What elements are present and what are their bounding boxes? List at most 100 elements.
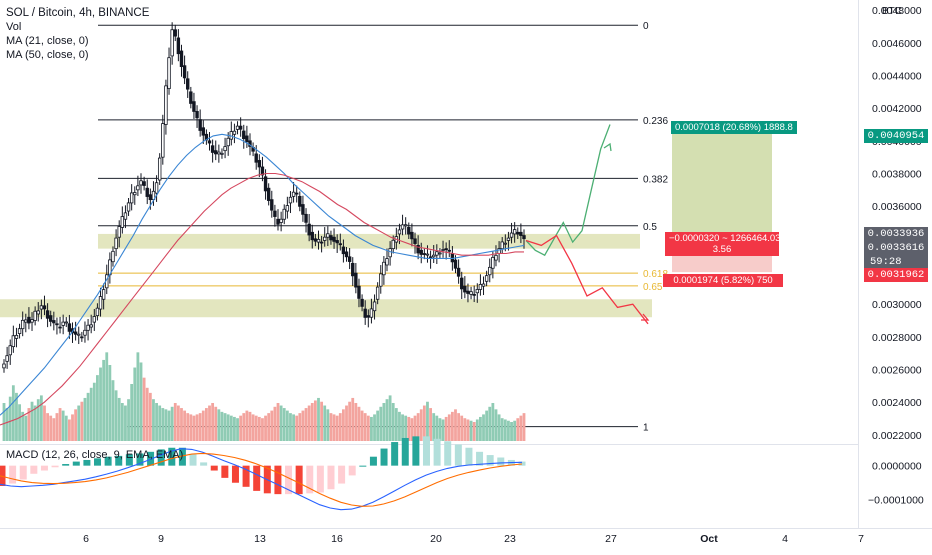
- volume-bar: [114, 390, 118, 441]
- volume-bar: [201, 410, 205, 441]
- candle-body: [354, 272, 358, 288]
- candle-body: [5, 355, 9, 362]
- volume-bar: [2, 403, 6, 441]
- volume-bar: [326, 409, 330, 441]
- volume-bar: [320, 401, 324, 441]
- macd-histogram-bar: [189, 454, 197, 466]
- candle-body: [83, 329, 87, 336]
- fib-level-label: 0.236: [643, 116, 668, 127]
- volume-bar: [67, 419, 71, 441]
- support-zone: [98, 233, 640, 249]
- volume-bar: [111, 380, 115, 441]
- volume-bar: [469, 420, 473, 441]
- volume-bar: [27, 408, 31, 441]
- volume-bar: [11, 385, 15, 441]
- volume-bar: [108, 365, 112, 441]
- ma50-indicator-label[interactable]: MA (50, close, 0): [6, 49, 89, 61]
- time-axis-tick: 20: [430, 533, 442, 545]
- candle-body: [432, 254, 436, 258]
- stop-price-tag: 0.0031962: [864, 268, 928, 282]
- volume-bar: [117, 397, 121, 441]
- volume-bar: [105, 352, 109, 441]
- volume-bar: [267, 413, 271, 441]
- volume-bar: [8, 396, 12, 441]
- candle-body: [145, 187, 149, 197]
- volume-bar: [195, 414, 199, 441]
- candle-body: [488, 266, 492, 276]
- macd-histogram-bar: [72, 461, 80, 466]
- projection-arrowhead-up: [603, 142, 612, 152]
- macd-indicator-label[interactable]: MACD (12, 26, close, 9, EMA, EMA): [6, 449, 184, 461]
- macd-histogram-bar: [30, 465, 38, 474]
- candle-body: [95, 307, 100, 317]
- candle-body: [257, 160, 262, 168]
- volume-bar: [52, 418, 56, 441]
- ma21-indicator-label[interactable]: MA (21, close, 0): [6, 35, 89, 47]
- candle-body: [450, 253, 455, 263]
- volume-bar: [323, 405, 327, 441]
- volume-bar: [257, 416, 261, 441]
- volume-bar: [189, 414, 193, 441]
- macd-histogram-bar: [316, 465, 324, 493]
- support-zone: [0, 299, 652, 318]
- candle-body: [360, 298, 364, 307]
- volume-bar: [273, 406, 277, 441]
- candle-body: [500, 241, 504, 250]
- candle-body: [198, 119, 202, 131]
- candle-body: [425, 253, 430, 256]
- profit-box-label: 0.0007018 (20.68%) 1888.8: [671, 121, 797, 134]
- candle-body: [92, 316, 96, 323]
- candle-body: [400, 224, 405, 230]
- volume-bar: [214, 406, 218, 441]
- macd-histogram-bar: [242, 465, 250, 487]
- macd-histogram-bar: [401, 437, 409, 466]
- volume-bar: [18, 404, 21, 441]
- volume-bar: [426, 401, 429, 441]
- projected-bullish-path: [525, 124, 611, 257]
- volume-bar: [264, 415, 267, 441]
- candle-body: [210, 145, 215, 153]
- fib-level-label: 0.382: [643, 174, 668, 185]
- volume-bar: [522, 413, 526, 441]
- candle-body: [45, 310, 50, 319]
- candle-body: [242, 130, 246, 140]
- volume-bar: [370, 416, 373, 441]
- volume-bar: [74, 409, 78, 441]
- candle-body: [223, 146, 227, 152]
- volume-bar: [510, 422, 513, 441]
- macd-histogram-bar: [465, 447, 473, 466]
- volume-bar: [475, 419, 479, 441]
- macd-signal-line: [0, 452, 523, 507]
- candle-body: [114, 237, 118, 250]
- candle-body: [351, 262, 355, 277]
- candle-body: [17, 328, 22, 334]
- candle-body: [466, 290, 470, 294]
- volume-bar: [161, 408, 165, 441]
- volume-bar: [86, 392, 90, 441]
- volume-bar: [170, 406, 174, 441]
- candle-body: [179, 50, 184, 67]
- loss-box-label: 0.0001974 (5.82%) 750: [663, 274, 783, 287]
- volume-bar: [416, 413, 420, 441]
- symbol-title[interactable]: SOL / Bitcoin, 4h, BINANCE: [6, 7, 150, 19]
- ma21-line: [0, 133, 525, 416]
- volume-bar: [482, 414, 485, 441]
- candle-body: [270, 199, 274, 211]
- candle-body: [123, 212, 128, 220]
- volume-bar: [46, 413, 49, 441]
- volume-bar: [130, 384, 134, 441]
- macd-histogram-bar: [359, 465, 367, 467]
- volume-bar: [298, 413, 302, 441]
- candle-body: [332, 236, 336, 242]
- macd-histogram-bar: [422, 436, 430, 466]
- volume-indicator-label[interactable]: Vol: [6, 21, 22, 33]
- price-axis-tick: 0.0024000: [872, 397, 922, 409]
- candle-body: [226, 137, 230, 147]
- candle-body: [413, 238, 417, 244]
- target-price-tag: 0.0040954: [864, 129, 928, 143]
- volume-bar: [360, 410, 364, 441]
- volume-bar: [407, 416, 411, 441]
- candle-body: [42, 305, 47, 310]
